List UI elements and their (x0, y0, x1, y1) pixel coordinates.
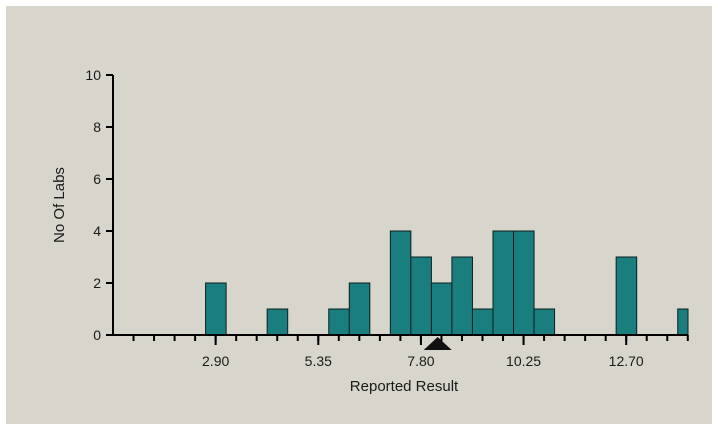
bar-9 (492, 230, 515, 336)
bar-1 (266, 308, 289, 336)
x-axis-title: Reported Result (350, 378, 459, 395)
assigned-value-marker (423, 337, 452, 350)
x-tick-label-4: 12.70 (609, 353, 644, 369)
y-tick-label-4: 8 (93, 119, 101, 135)
chart-panel (6, 6, 712, 424)
bar-2 (328, 308, 350, 336)
bar-4 (389, 230, 412, 336)
bar-7 (451, 256, 473, 336)
y-tick-label-5: 10 (85, 67, 101, 83)
bar-13 (677, 308, 689, 336)
x-tick-label-3: 10.25 (506, 353, 541, 369)
y-tick-label-0: 0 (93, 327, 101, 343)
bars-layer (205, 230, 689, 336)
y-tick-label-1: 2 (93, 275, 101, 291)
bar-10 (513, 230, 535, 336)
x-tick-label-2: 7.80 (407, 353, 434, 369)
x-tick-label-1: 5.35 (305, 353, 332, 369)
x-tick-label-0: 2.90 (202, 353, 229, 369)
bar-0 (205, 282, 227, 336)
bar-8 (471, 308, 494, 336)
y-tick-label-2: 4 (93, 223, 101, 239)
bar-5 (410, 256, 432, 336)
bar-3 (348, 282, 371, 336)
bar-6 (430, 282, 453, 336)
y-axis-title: No Of Labs (51, 167, 68, 243)
bar-11 (533, 308, 556, 336)
ticks-layer: 0 2 4 6 8 10 2.90 5.35 7.80 10.25 12.70 (85, 67, 689, 369)
bar-12 (615, 256, 638, 336)
y-tick-label-3: 6 (93, 171, 101, 187)
